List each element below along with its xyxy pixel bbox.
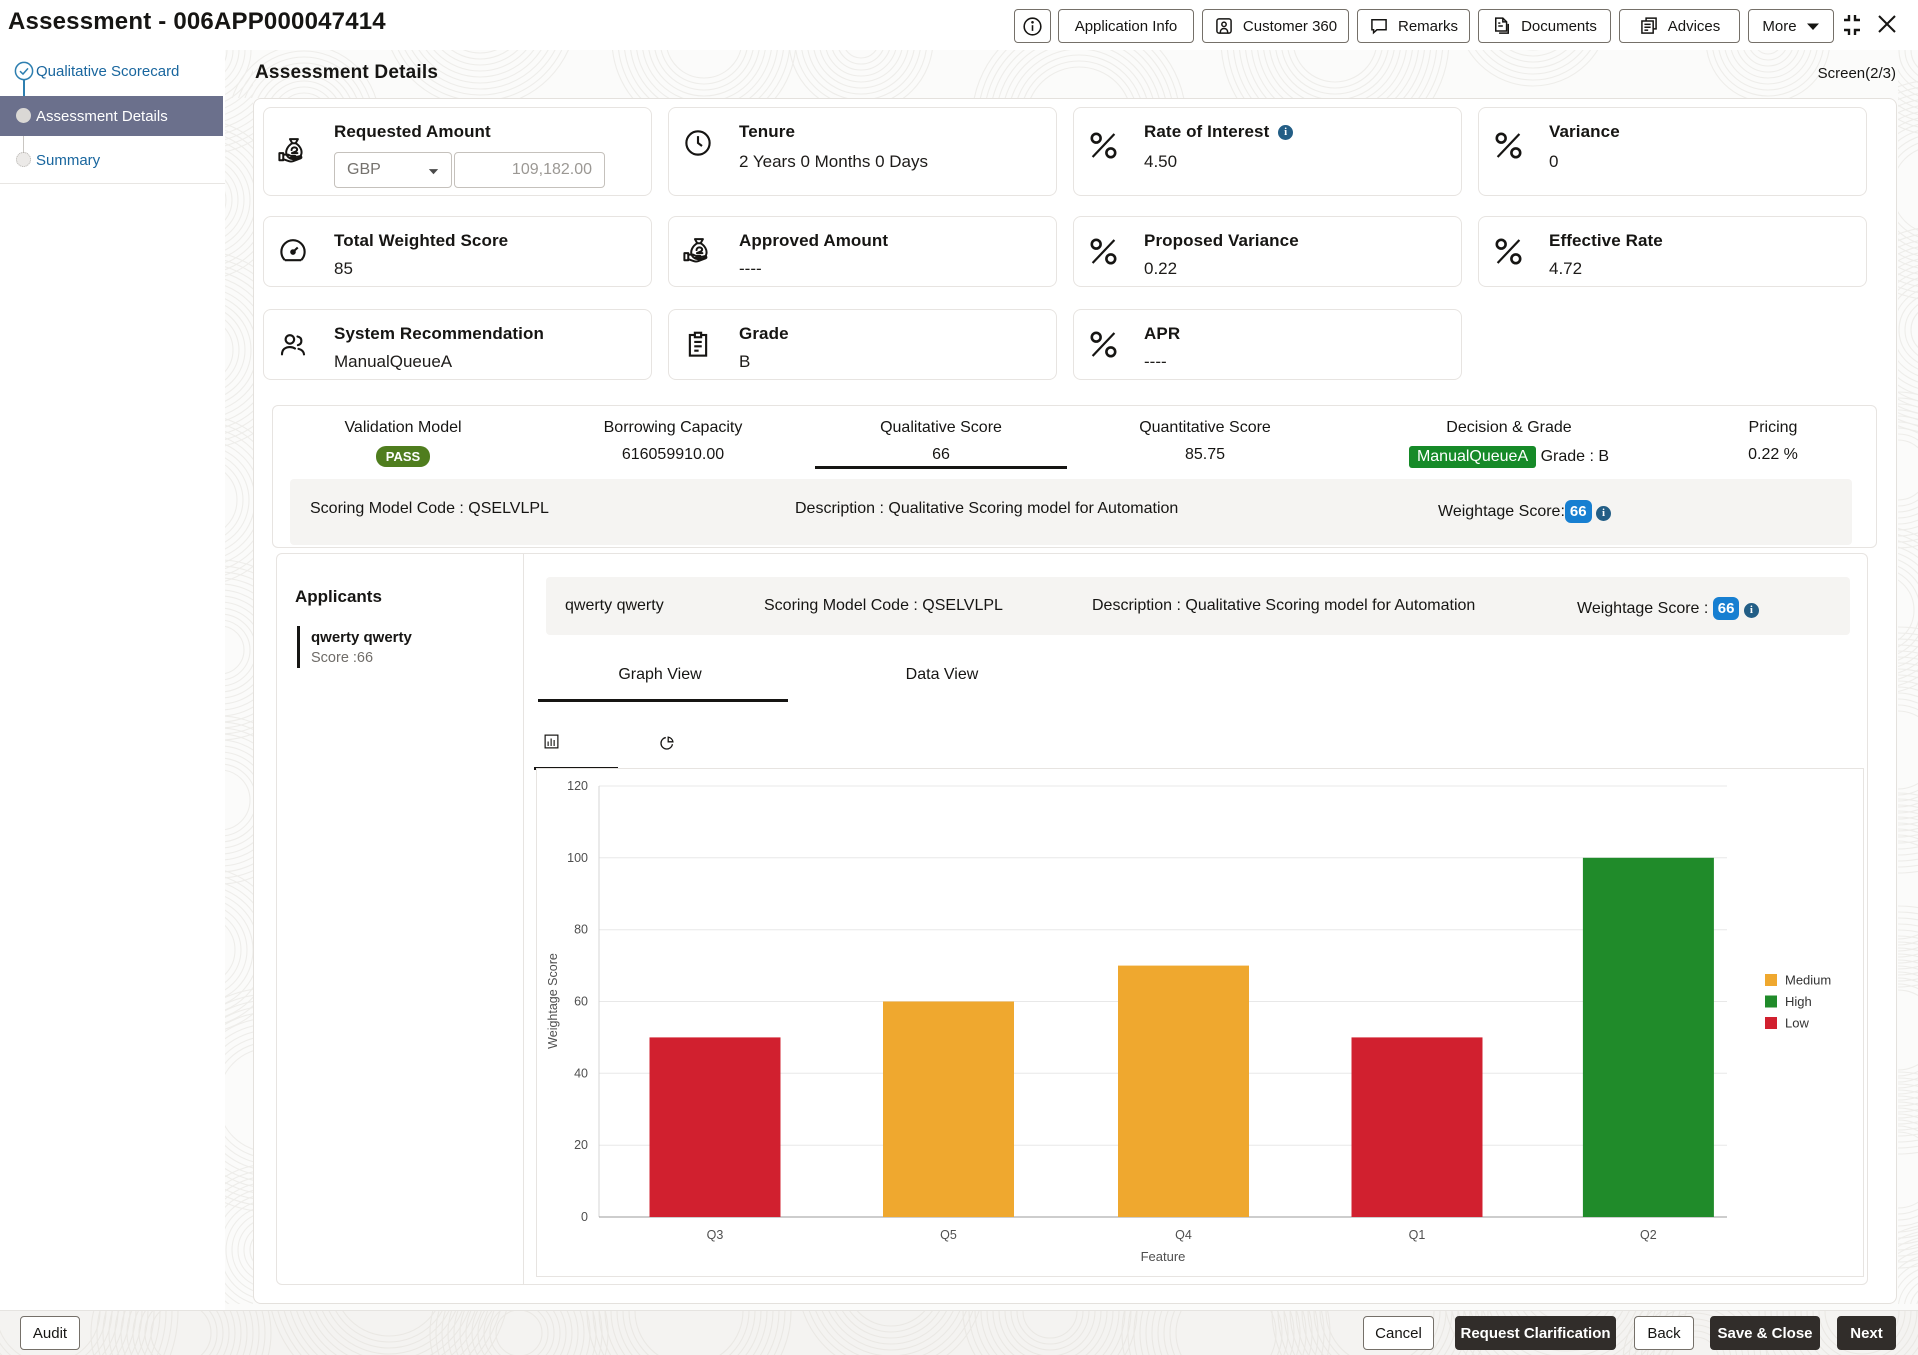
svg-text:Weightage Score: Weightage Score	[546, 953, 560, 1049]
svg-text:Low: Low	[1785, 1016, 1809, 1031]
svg-text:High: High	[1785, 994, 1812, 1009]
svg-text:Q1: Q1	[1409, 1228, 1426, 1242]
svg-text:Feature: Feature	[1141, 1249, 1186, 1264]
svg-text:Q4: Q4	[1175, 1228, 1192, 1242]
svg-text:60: 60	[574, 995, 588, 1009]
svg-text:Q5: Q5	[940, 1228, 957, 1242]
svg-text:100: 100	[567, 851, 588, 865]
svg-text:Q2: Q2	[1640, 1228, 1657, 1242]
svg-text:Medium: Medium	[1785, 973, 1831, 988]
svg-text:120: 120	[567, 779, 588, 793]
svg-text:40: 40	[574, 1066, 588, 1080]
svg-text:Q3: Q3	[707, 1228, 724, 1242]
svg-text:0: 0	[581, 1210, 588, 1224]
svg-text:80: 80	[574, 923, 588, 937]
svg-text:20: 20	[574, 1138, 588, 1152]
